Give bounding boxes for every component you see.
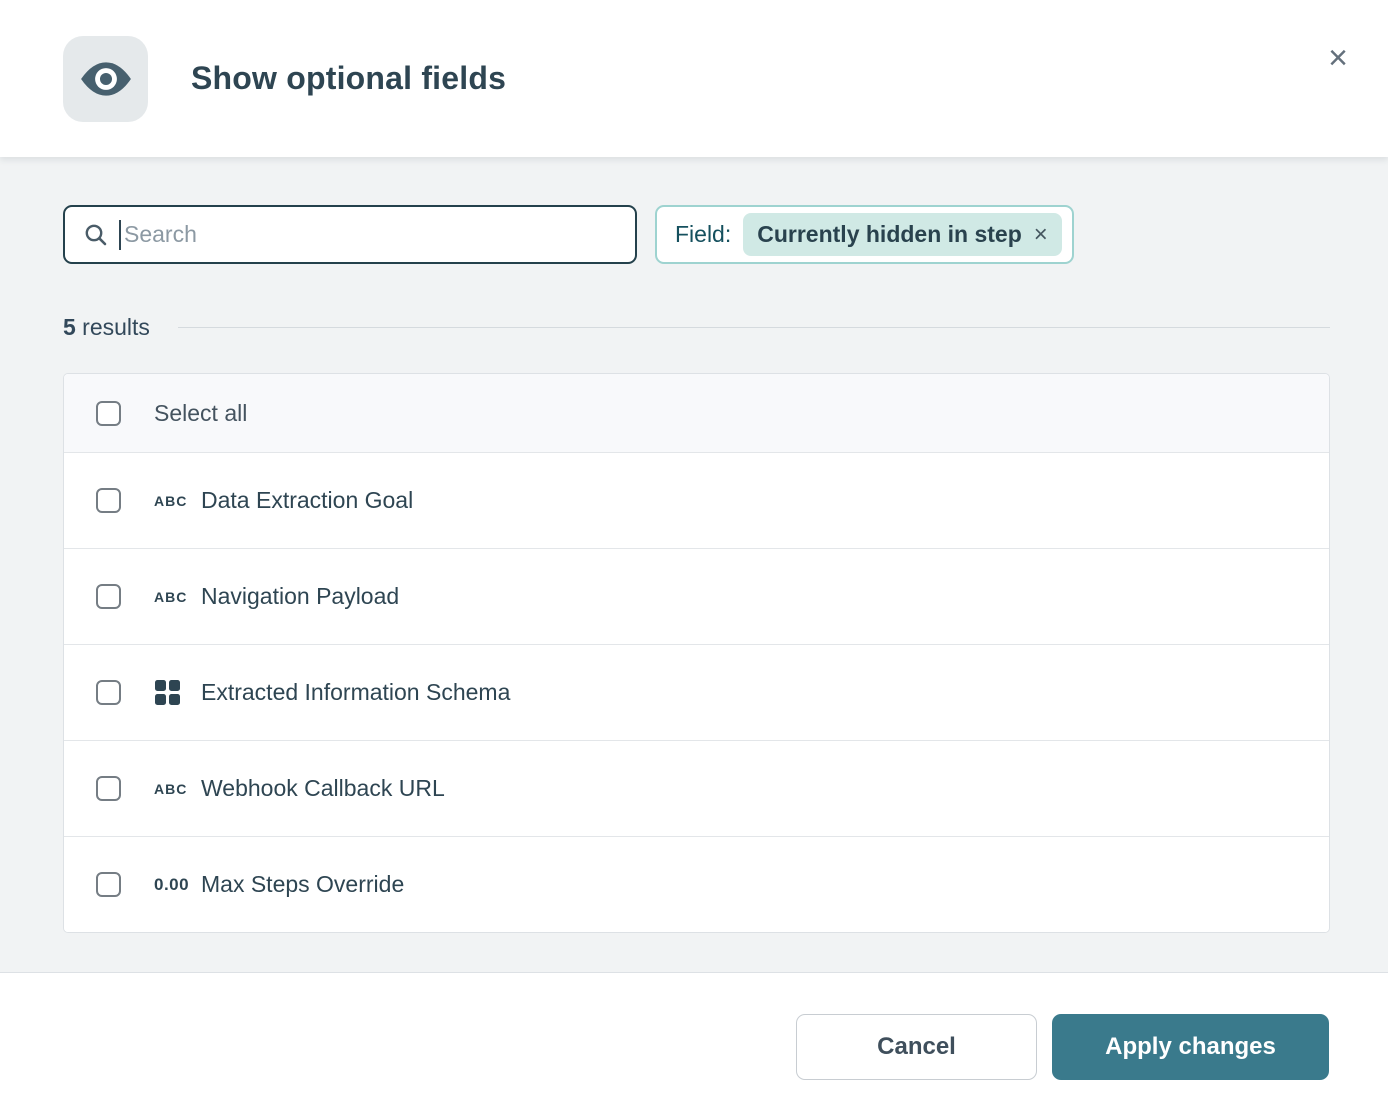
search-icon xyxy=(83,222,109,248)
results-count-text: 5 results xyxy=(63,314,150,341)
field-filter: Field: Currently hidden in step × xyxy=(655,205,1074,264)
select-all-checkbox[interactable] xyxy=(96,400,121,426)
optional-fields-list: Select all ABC Data Extraction Goal ABC … xyxy=(63,373,1330,933)
field-checkbox[interactable] xyxy=(96,488,121,513)
select-all-row[interactable]: Select all xyxy=(64,374,1329,452)
eye-icon xyxy=(79,60,133,98)
field-label: Max Steps Override xyxy=(201,871,405,897)
field-filter-value: Currently hidden in step xyxy=(757,221,1022,247)
list-item[interactable]: ABC Webhook Callback URL xyxy=(64,740,1329,836)
number-type-icon: 0.00 xyxy=(154,874,190,894)
list-item[interactable]: ABC Navigation Payload xyxy=(64,548,1329,644)
field-label: Data Extraction Goal xyxy=(201,487,414,513)
apply-changes-button[interactable]: Apply changes xyxy=(1052,1013,1329,1080)
results-label: results xyxy=(75,314,150,340)
text-type-icon: ABC xyxy=(154,492,188,509)
select-all-label: Select all xyxy=(154,399,248,426)
field-checkbox[interactable] xyxy=(96,584,121,609)
dialog-footer: Cancel Apply changes xyxy=(0,973,1388,1120)
remove-filter-icon[interactable]: × xyxy=(1033,220,1048,248)
search-box[interactable] xyxy=(63,205,637,264)
close-icon[interactable]: × xyxy=(1316,36,1360,80)
results-row: 5 results xyxy=(63,314,1330,341)
field-label: Navigation Payload xyxy=(201,583,400,609)
cancel-button[interactable]: Cancel xyxy=(796,1013,1037,1080)
filters-row: Field: Currently hidden in step × xyxy=(63,205,1330,264)
results-divider xyxy=(177,327,1330,328)
dialog-header: Show optional fields × xyxy=(0,0,1388,157)
dialog-body: Field: Currently hidden in step × 5 resu… xyxy=(0,157,1388,973)
schema-grid-icon xyxy=(154,679,181,706)
text-cursor xyxy=(119,219,121,250)
search-input[interactable] xyxy=(121,221,619,248)
list-item[interactable]: ABC Data Extraction Goal xyxy=(64,452,1329,548)
eye-icon-box xyxy=(63,35,148,122)
results-count: 5 xyxy=(63,314,76,340)
text-type-icon: ABC xyxy=(154,588,188,605)
list-item[interactable]: 0.00 Max Steps Override xyxy=(64,836,1329,932)
field-filter-label: Field: xyxy=(675,221,732,247)
field-label: Webhook Callback URL xyxy=(201,775,445,801)
field-checkbox[interactable] xyxy=(96,680,121,705)
field-checkbox[interactable] xyxy=(96,776,121,801)
field-label: Extracted Information Schema xyxy=(201,679,511,705)
dialog-title: Show optional fields xyxy=(191,60,507,96)
text-type-icon: ABC xyxy=(154,780,188,797)
field-filter-chip[interactable]: Currently hidden in step × xyxy=(743,213,1062,256)
list-item[interactable]: Extracted Information Schema xyxy=(64,644,1329,740)
field-checkbox[interactable] xyxy=(96,872,121,897)
